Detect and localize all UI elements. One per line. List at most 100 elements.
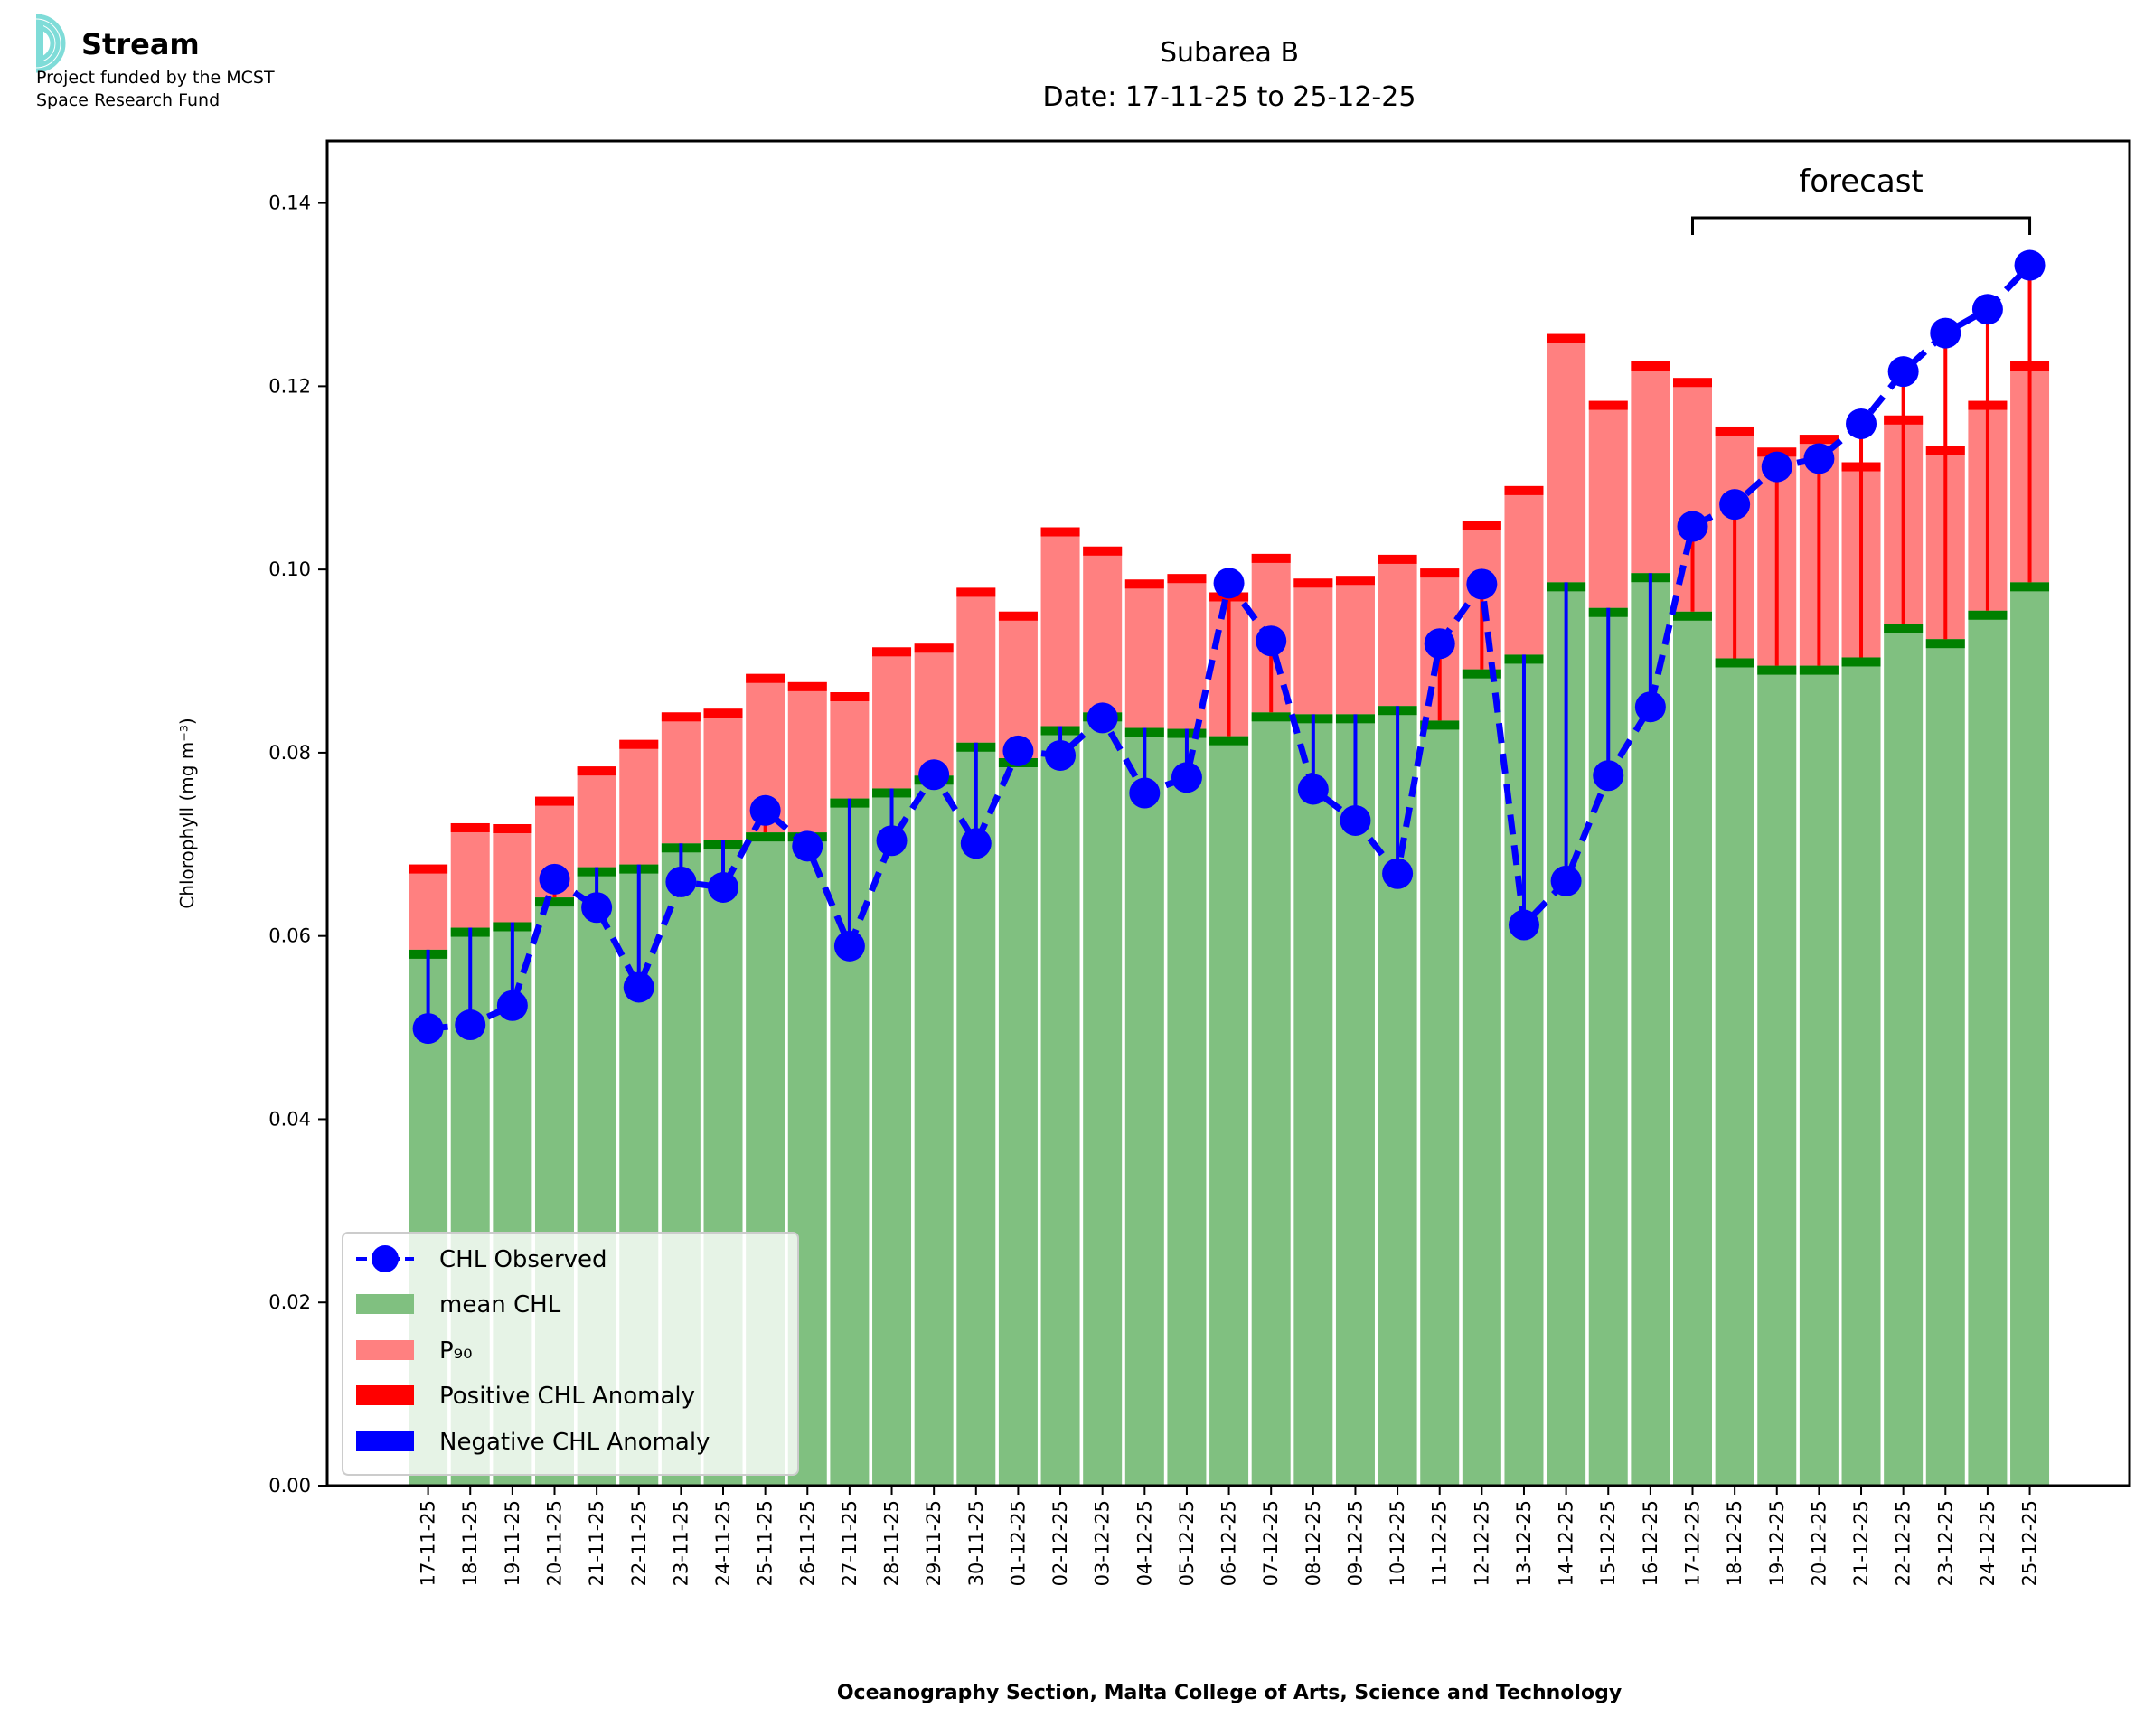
p90-bar (1335, 576, 1375, 715)
p90-cap (830, 691, 870, 701)
p90-cap (1715, 426, 1754, 436)
mean-bar (1293, 714, 1333, 1486)
y-tick-label: 0.02 (268, 1291, 311, 1313)
x-tick-label: 02-12-25 (1049, 1500, 1071, 1586)
p90-bar (450, 822, 490, 928)
stream-logo-icon (35, 14, 66, 73)
observed-point (455, 1009, 486, 1041)
mean-bar (1884, 624, 1924, 1486)
y-axis: 0.00 0.02 0.04 0.06 0.08 0.10 0.12 0.14 (268, 192, 327, 1497)
x-axis: 17-11-25 18-11-25 19-11-25 20-11-25 21-11-25… (418, 1486, 2041, 1586)
x-tick-label: 12-12-25 (1471, 1500, 1492, 1586)
mean-bar (1673, 611, 1712, 1486)
forecast-annotation: forecast (1691, 164, 2032, 235)
p90-cap (956, 587, 996, 597)
observed-point (1297, 774, 1329, 805)
x-axis-label: Oceanography Section, Malta College of A… (837, 1682, 1622, 1704)
observed-point (1002, 735, 1034, 766)
p90-bar (493, 823, 532, 923)
observed-point (1213, 568, 1245, 599)
observed-point (792, 830, 823, 862)
p90-cap (409, 864, 448, 874)
p90-cap (1588, 400, 1628, 410)
mean-bar (1167, 728, 1207, 1486)
y-tick-label: 0.12 (268, 375, 311, 397)
x-tick-label: 26-11-25 (796, 1500, 818, 1586)
mean-bar (998, 757, 1038, 1486)
mean-cap (1420, 720, 1460, 730)
p90-bar (914, 643, 954, 776)
observed-point (1171, 762, 1202, 793)
x-tick-label: 03-12-25 (1092, 1500, 1114, 1586)
observed-point (833, 930, 865, 962)
observed-point (1971, 294, 2003, 325)
x-tick-label: 25-11-25 (755, 1500, 776, 1586)
p90-bar (872, 647, 912, 789)
mean-bar (1251, 712, 1291, 1486)
x-tick-label: 21-12-25 (1850, 1500, 1872, 1586)
mean-bar (1462, 669, 1501, 1486)
p90-bar (619, 739, 659, 865)
x-tick-label: 25-12-25 (2019, 1500, 2041, 1586)
x-tick-label: 18-11-25 (459, 1500, 481, 1586)
mean-bar (914, 775, 954, 1486)
mean-cap (1251, 712, 1291, 722)
mean-bar (1040, 726, 1080, 1486)
p90-cap (703, 708, 743, 718)
x-tick-label: 29-11-25 (923, 1500, 945, 1586)
x-tick-label: 18-12-25 (1724, 1500, 1745, 1586)
mean-bar (1124, 727, 1164, 1486)
mean-cap (1925, 639, 1965, 649)
p90-cap (619, 739, 659, 749)
legend-positive-anomaly: Positive CHL Anomaly (356, 1383, 695, 1410)
observed-point (1045, 739, 1077, 771)
observed-point (1382, 858, 1414, 889)
p90-bar (1293, 578, 1333, 715)
x-tick-label: 05-12-25 (1176, 1500, 1198, 1586)
p90-bar (703, 708, 743, 840)
p90-bar (1124, 579, 1164, 728)
mean-cap (1841, 657, 1881, 667)
observed-point (1677, 511, 1708, 542)
x-tick-label: 23-12-25 (1934, 1500, 1956, 1586)
observed-point (1466, 568, 1498, 600)
observed-point (623, 971, 654, 1003)
x-tick-label: 21-11-25 (586, 1500, 607, 1586)
p90-bar (1040, 527, 1080, 727)
x-tick-label: 15-12-25 (1597, 1500, 1619, 1586)
y-tick-label: 0.14 (268, 192, 311, 214)
x-tick-label: 27-11-25 (839, 1500, 861, 1586)
x-tick-label: 19-11-25 (502, 1500, 523, 1586)
p90-cap (1251, 553, 1291, 563)
forecast-label: forecast (1799, 164, 1924, 200)
p90-cap (1547, 333, 1586, 343)
observed-point (1634, 691, 1666, 723)
observed-point (665, 866, 697, 897)
x-tick-label: 10-12-25 (1387, 1500, 1408, 1586)
observed-point (1424, 628, 1455, 660)
p90-cap (1083, 546, 1123, 556)
x-tick-label: 20-11-25 (543, 1500, 565, 1586)
p90-cap (1673, 378, 1712, 388)
mean-bar (2010, 582, 2050, 1486)
legend-mean: mean CHL (356, 1291, 561, 1318)
svg-text:CHL Observed: CHL Observed (439, 1246, 607, 1273)
p90-cap (1293, 578, 1333, 588)
p90-bar (1547, 333, 1586, 583)
mean-bar (872, 788, 912, 1486)
p90-bar (577, 766, 616, 868)
x-tick-label: 28-11-25 (881, 1500, 903, 1586)
p90-cap (872, 647, 912, 657)
mean-bar (1841, 657, 1881, 1486)
p90-bar (787, 681, 827, 833)
observed-point (1719, 489, 1751, 521)
x-tick-label: 11-12-25 (1429, 1500, 1451, 1586)
observed-point (581, 892, 613, 924)
y-tick-label: 0.08 (268, 742, 311, 764)
observed-point (1508, 909, 1539, 941)
mean-cap (1462, 669, 1501, 679)
p90-cap (450, 822, 490, 832)
p90-bar (1378, 554, 1417, 707)
plot-frame (325, 139, 2131, 1487)
observed-point (1803, 443, 1835, 474)
